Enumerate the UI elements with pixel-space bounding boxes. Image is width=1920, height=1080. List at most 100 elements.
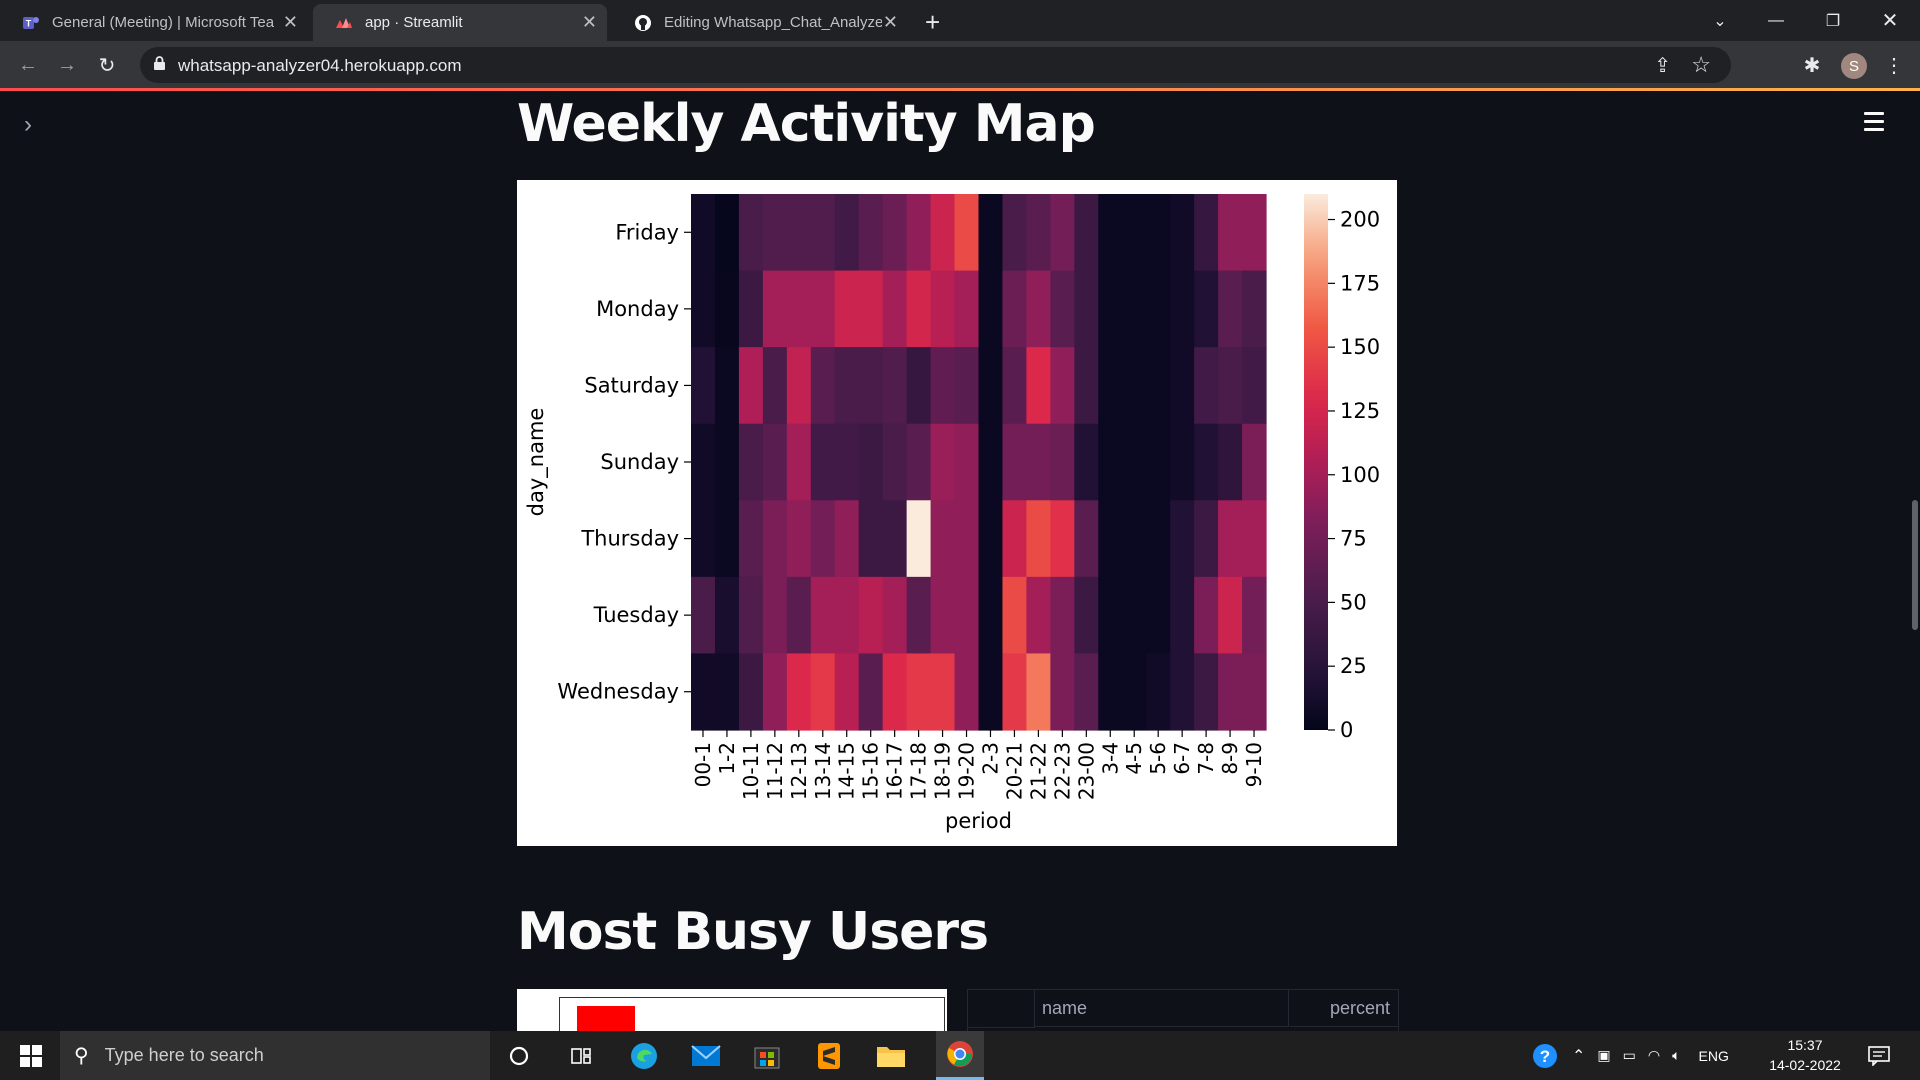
search-icon: ⚲ [74, 1045, 89, 1067]
heatmap-cell [930, 423, 956, 501]
help-icon: ? [1533, 1044, 1557, 1068]
heatmap-cell [882, 500, 908, 578]
heatmap-cell [954, 270, 980, 348]
heatmap-cell [1098, 500, 1123, 578]
heatmap-cell [1122, 270, 1147, 348]
close-window-button[interactable]: ✕ [1862, 0, 1918, 41]
busy-users-bar-chart [517, 989, 947, 1032]
heatmap-cell [1194, 270, 1219, 348]
busy-users-table: name percent [967, 989, 1399, 1032]
heatmap-cell [1074, 500, 1099, 578]
task-view-button[interactable] [564, 1039, 598, 1073]
heatmap-cell [1002, 270, 1028, 348]
sidebar-expand-button[interactable]: › [24, 111, 32, 139]
heatmap-cell [1218, 423, 1243, 501]
arrow-right-icon: → [57, 53, 77, 76]
heatmap-cell [762, 347, 788, 425]
file-explorer-taskbar-button[interactable] [874, 1039, 908, 1073]
url-field[interactable]: whatsapp-analyzer04.herokuapp.com ⇪ ☆ [140, 47, 1731, 83]
taskbar-clock[interactable]: 15:37 14-02-2022 [1760, 1035, 1850, 1075]
table-header-name[interactable]: name [1034, 990, 1289, 1027]
heatmap-cell [834, 576, 860, 655]
browser-menu-button[interactable]: ⋮ [1880, 51, 1908, 79]
cortana-icon [509, 1046, 529, 1066]
heatmap-cell [930, 653, 956, 731]
close-icon[interactable]: ✕ [581, 12, 597, 32]
cortana-button[interactable] [502, 1039, 536, 1073]
extensions-button[interactable]: ✱ [1798, 51, 1826, 79]
start-button[interactable] [20, 1045, 42, 1067]
heatmap-cell [858, 576, 884, 655]
language-indicator[interactable]: ENG [1698, 1047, 1729, 1064]
minimize-button[interactable]: — [1748, 0, 1804, 41]
heatmap-cell [1242, 576, 1267, 655]
share-icon[interactable]: ⇪ [1654, 55, 1671, 77]
heatmap-cell [1098, 347, 1123, 425]
heatmap-cell [1050, 576, 1075, 655]
battery-icon[interactable]: ▭ [1622, 1047, 1636, 1063]
star-icon[interactable]: ☆ [1691, 52, 1711, 77]
back-button[interactable]: ← [14, 51, 42, 79]
colorbar-tick-label: 75 [1340, 527, 1367, 551]
x-tick-label: 5-6 [1146, 742, 1170, 775]
volume-icon[interactable]: 🔈︎ [1672, 1047, 1681, 1063]
restore-button[interactable]: ❐ [1805, 0, 1861, 41]
sublime-taskbar-button[interactable] [812, 1039, 846, 1073]
section-title-weekly-activity: Weekly Activity Map [517, 94, 1096, 154]
x-tick-label: 23-00 [1074, 742, 1098, 800]
colorbar-tick-label: 0 [1340, 718, 1353, 742]
forward-button[interactable]: → [53, 51, 81, 79]
close-icon[interactable]: ✕ [282, 12, 298, 32]
chevron-up-icon[interactable]: ⌃ [1572, 1047, 1586, 1065]
reload-button[interactable]: ↻ [93, 51, 121, 79]
x-tick-label: 12-13 [787, 742, 811, 800]
tab-teams[interactable]: T General (Meeting) | Microsoft Teams ✕ [0, 4, 308, 41]
network-adapter-icon[interactable]: ▣ [1597, 1047, 1611, 1063]
notification-icon [1868, 1046, 1890, 1066]
tab-github[interactable]: Editing Whatsapp_Chat_Analyzer ✕ [612, 4, 908, 41]
heatmap-cell [738, 423, 764, 501]
heatmap-cell [691, 194, 716, 272]
mail-taskbar-button[interactable] [689, 1039, 723, 1073]
x-tick-label: 7-8 [1194, 742, 1218, 775]
tab-search-button[interactable]: ⌄ [1692, 0, 1748, 41]
table-header-percent[interactable]: percent [1290, 990, 1398, 1027]
heatmap-cell [738, 576, 764, 655]
y-axis-label: day_name [524, 408, 549, 517]
tab-streamlit[interactable]: app · Streamlit ✕ [313, 4, 607, 41]
x-tick-label: 9-10 [1242, 742, 1266, 787]
main-menu-button[interactable] [1864, 112, 1884, 136]
heatmap-cell [954, 194, 980, 272]
wifi-icon[interactable]: ◠ [1647, 1047, 1661, 1063]
heatmap-cell [858, 194, 884, 272]
heatmap-cell [906, 576, 932, 655]
heatmap-cell [762, 270, 788, 348]
heatmap-cell [714, 423, 740, 501]
edge-taskbar-button[interactable] [627, 1039, 661, 1073]
taskbar-search[interactable]: ⚲ Type here to search [60, 1031, 490, 1080]
y-tick-label: Saturday [584, 373, 679, 397]
store-taskbar-button[interactable] [750, 1039, 784, 1073]
lock-icon [154, 56, 165, 70]
chrome-taskbar-button[interactable] [936, 1031, 984, 1080]
new-tab-button[interactable]: + [915, 4, 955, 41]
heatmap-cell [786, 194, 812, 272]
profile-avatar[interactable]: S [1841, 53, 1867, 79]
section-title-busy-users: Most Busy Users [517, 902, 989, 962]
heatmap-cell [691, 653, 716, 731]
help-tray-button[interactable]: ? [1528, 1039, 1562, 1073]
heatmap-cell [1026, 347, 1051, 425]
heatmap-cell [762, 194, 788, 272]
heatmap-cell [1146, 500, 1171, 578]
heatmap-cell [1002, 653, 1028, 731]
heatmap-cell [1194, 576, 1219, 655]
heatmap-cell [882, 653, 908, 731]
folder-icon [877, 1047, 905, 1067]
url-text: whatsapp-analyzer04.herokuapp.com [178, 56, 462, 75]
page-scrollbar[interactable] [1912, 500, 1918, 630]
heatmap-cell [882, 347, 908, 425]
heatmap-cell [1218, 576, 1243, 655]
heatmap-cell [858, 423, 884, 501]
close-icon[interactable]: ✕ [882, 12, 898, 32]
notifications-button[interactable] [1862, 1039, 1896, 1073]
